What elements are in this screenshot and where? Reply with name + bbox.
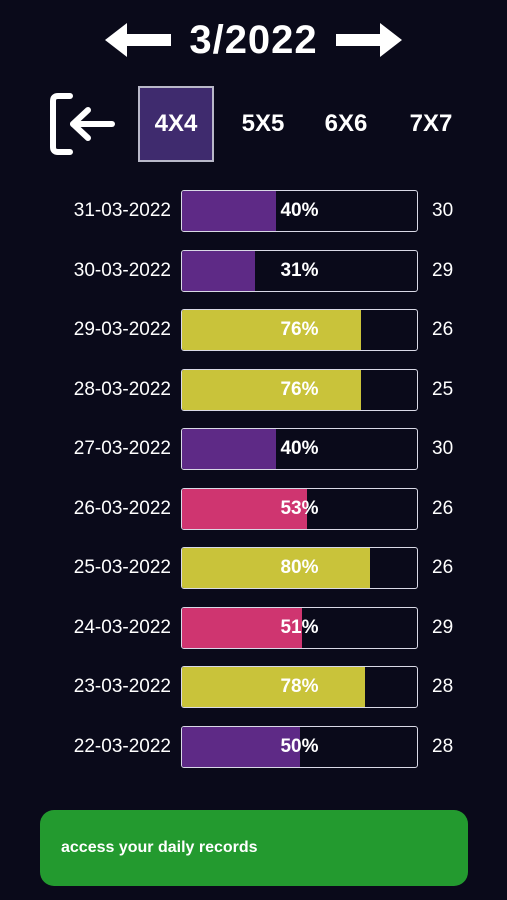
month-header: 3/2022 <box>0 14 507 66</box>
record-date: 22-03-2022 <box>73 735 171 757</box>
progress-bar: 76% <box>181 368 418 411</box>
daily-records-button-label: access your daily records <box>61 839 258 856</box>
record-row[interactable]: 25-03-2022 80% 26 <box>0 547 507 589</box>
progress-bar-fill <box>182 488 307 529</box>
record-date: 29-03-2022 <box>73 319 171 340</box>
progress-bar-fill <box>182 429 276 469</box>
tab-6x6[interactable]: 6X6 <box>324 110 368 137</box>
progress-percent: 40% <box>280 200 319 221</box>
progress-percent: 31% <box>280 259 319 281</box>
record-date: 31-03-2022 <box>73 200 171 221</box>
progress-bar-fill <box>182 726 300 767</box>
record-count: 28 <box>432 676 454 697</box>
record-count: 26 <box>432 319 454 340</box>
record-date: 26-03-2022 <box>73 497 171 519</box>
previous-month-button[interactable] <box>105 20 173 60</box>
record-date: 25-03-2022 <box>73 557 171 578</box>
progress-bar-fill <box>182 607 302 648</box>
record-count: 28 <box>432 735 454 757</box>
tab-7x7[interactable]: 7X7 <box>409 110 453 137</box>
arrow-right-icon <box>335 23 402 57</box>
record-count: 30 <box>432 200 454 221</box>
record-row[interactable]: 23-03-2022 78% 28 <box>0 666 507 708</box>
progress-bar: 76% <box>181 309 418 351</box>
record-date: 30-03-2022 <box>73 259 171 281</box>
progress-bar-fill <box>182 191 276 231</box>
record-date: 28-03-2022 <box>73 378 171 400</box>
progress-bar: 40% <box>181 428 418 470</box>
record-date: 27-03-2022 <box>73 438 171 459</box>
record-count: 29 <box>432 259 454 281</box>
record-row[interactable]: 27-03-2022 40% 30 <box>0 428 507 470</box>
tab-5x5[interactable]: 5X5 <box>241 110 285 137</box>
record-row[interactable]: 30-03-2022 31% 29 <box>0 249 507 292</box>
record-date: 23-03-2022 <box>73 676 171 697</box>
record-row[interactable]: 26-03-2022 53% 26 <box>0 487 507 530</box>
record-row[interactable]: 22-03-2022 50% 28 <box>0 725 507 768</box>
record-row[interactable]: 31-03-2022 40% 30 <box>0 190 507 232</box>
progress-percent: 80% <box>280 557 319 578</box>
grid-size-toolbar: 4X4 5X5 6X6 7X7 <box>0 86 507 164</box>
tab-4x4[interactable]: 4X4 <box>138 86 214 162</box>
progress-bar: 31% <box>181 249 418 292</box>
progress-percent: 78% <box>280 676 319 697</box>
record-count: 26 <box>432 497 454 519</box>
month-title: 3/2022 <box>189 17 318 62</box>
progress-percent: 76% <box>280 378 319 400</box>
progress-percent: 50% <box>280 735 319 757</box>
record-row[interactable]: 29-03-2022 76% 26 <box>0 309 507 351</box>
next-month-button[interactable] <box>334 20 402 60</box>
record-count: 30 <box>432 438 454 459</box>
progress-percent: 51% <box>280 616 319 638</box>
progress-bar-fill <box>182 310 361 350</box>
progress-percent: 76% <box>280 319 319 340</box>
record-count: 25 <box>432 378 454 400</box>
progress-bar-fill <box>182 369 361 410</box>
progress-bar-fill <box>182 548 370 588</box>
progress-percent: 40% <box>280 438 319 459</box>
progress-bar: 78% <box>181 666 418 708</box>
progress-bar: 80% <box>181 547 418 589</box>
daily-records-button[interactable]: access your daily records <box>40 810 468 886</box>
progress-bar: 50% <box>181 725 418 768</box>
record-count: 29 <box>432 616 454 638</box>
progress-percent: 53% <box>280 497 319 519</box>
exit-icon <box>50 93 115 155</box>
arrow-left-icon <box>105 23 172 57</box>
progress-bar: 40% <box>181 190 418 232</box>
progress-bar-fill <box>182 250 255 291</box>
record-row[interactable]: 24-03-2022 51% 29 <box>0 606 507 649</box>
progress-bar: 51% <box>181 606 418 649</box>
progress-bar-fill <box>182 667 366 707</box>
exit-button[interactable] <box>48 90 118 158</box>
record-row[interactable]: 28-03-2022 76% 25 <box>0 368 507 411</box>
record-date: 24-03-2022 <box>73 616 171 638</box>
progress-bar: 53% <box>181 487 418 530</box>
record-count: 26 <box>432 557 454 578</box>
